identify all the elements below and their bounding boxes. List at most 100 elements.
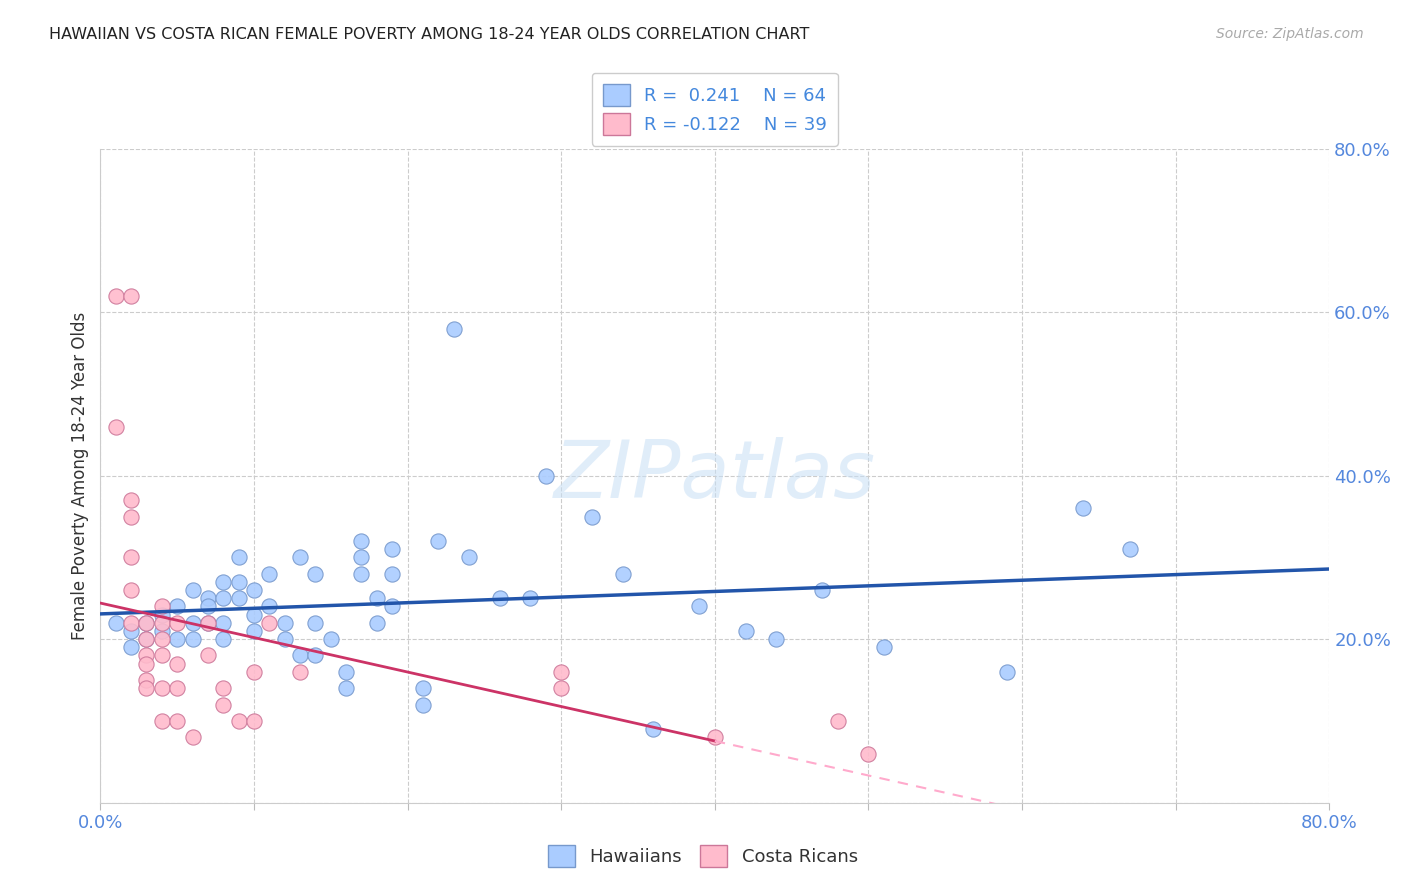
Text: ZIPatlas: ZIPatlas [554, 437, 876, 515]
Point [288, 665, 311, 679]
Point [366, 591, 388, 606]
Point [212, 632, 235, 647]
Point [228, 550, 250, 565]
Point [259, 566, 281, 581]
Point [350, 534, 373, 549]
Point [181, 583, 204, 598]
Point [150, 615, 173, 630]
Point [381, 599, 404, 614]
Point [350, 550, 373, 565]
Point [581, 509, 603, 524]
Point [135, 632, 157, 647]
Point [120, 583, 142, 598]
Point [273, 615, 295, 630]
Point [228, 574, 250, 589]
Point [135, 673, 157, 687]
Point [197, 599, 219, 614]
Point [150, 681, 173, 695]
Point [212, 591, 235, 606]
Point [166, 632, 188, 647]
Point [212, 615, 235, 630]
Point [288, 550, 311, 565]
Point [120, 640, 142, 655]
Point [104, 289, 127, 303]
Text: HAWAIIAN VS COSTA RICAN FEMALE POVERTY AMONG 18-24 YEAR OLDS CORRELATION CHART: HAWAIIAN VS COSTA RICAN FEMALE POVERTY A… [49, 27, 810, 42]
Point [243, 624, 266, 638]
Point [120, 493, 142, 508]
Point [288, 648, 311, 663]
Point [458, 550, 481, 565]
Point [304, 648, 326, 663]
Legend: R =  0.241    N = 64, R = -0.122    N = 39: R = 0.241 N = 64, R = -0.122 N = 39 [592, 73, 838, 145]
Point [534, 468, 557, 483]
Point [643, 722, 665, 736]
Point [181, 615, 204, 630]
Point [181, 632, 204, 647]
Point [181, 730, 204, 744]
Point [228, 591, 250, 606]
Point [703, 730, 725, 744]
Point [612, 566, 634, 581]
Point [811, 583, 834, 598]
Point [827, 714, 849, 728]
Point [734, 624, 756, 638]
Point [135, 615, 157, 630]
Point [381, 542, 404, 557]
Point [350, 566, 373, 581]
Point [150, 607, 173, 622]
Point [104, 419, 127, 434]
Point [166, 714, 188, 728]
Point [765, 632, 787, 647]
Point [135, 632, 157, 647]
Point [120, 289, 142, 303]
Point [443, 321, 465, 335]
Point [135, 648, 157, 663]
Point [488, 591, 510, 606]
Point [1118, 542, 1140, 557]
Point [212, 698, 235, 712]
Point [319, 632, 342, 647]
Point [135, 615, 157, 630]
Point [688, 599, 710, 614]
Point [166, 681, 188, 695]
Point [120, 550, 142, 565]
Point [120, 624, 142, 638]
Point [135, 657, 157, 671]
Point [166, 657, 188, 671]
Point [197, 591, 219, 606]
Point [150, 648, 173, 663]
Point [150, 632, 173, 647]
Point [259, 599, 281, 614]
Point [427, 534, 450, 549]
Point [550, 665, 572, 679]
Point [335, 665, 357, 679]
Point [412, 698, 434, 712]
Point [197, 648, 219, 663]
Point [135, 681, 157, 695]
Point [212, 681, 235, 695]
Point [243, 714, 266, 728]
Point [243, 583, 266, 598]
Point [550, 681, 572, 695]
Point [150, 599, 173, 614]
Point [335, 681, 357, 695]
Point [120, 509, 142, 524]
Point [228, 714, 250, 728]
Point [519, 591, 541, 606]
Point [243, 607, 266, 622]
Point [858, 747, 880, 761]
Legend: Hawaiians, Costa Ricans: Hawaiians, Costa Ricans [541, 838, 865, 874]
Point [995, 665, 1018, 679]
Point [873, 640, 896, 655]
Point [381, 566, 404, 581]
Text: Source: ZipAtlas.com: Source: ZipAtlas.com [1216, 27, 1364, 41]
Point [412, 681, 434, 695]
Point [150, 714, 173, 728]
Point [166, 599, 188, 614]
Y-axis label: Female Poverty Among 18-24 Year Olds: Female Poverty Among 18-24 Year Olds [72, 311, 89, 640]
Point [304, 566, 326, 581]
Point [1073, 501, 1095, 516]
Point [212, 574, 235, 589]
Point [259, 615, 281, 630]
Point [197, 615, 219, 630]
